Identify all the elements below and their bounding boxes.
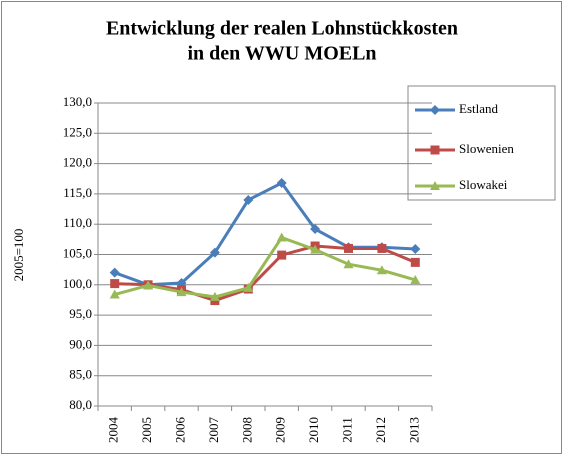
legend-box xyxy=(407,85,556,201)
legend-marker xyxy=(430,105,440,115)
legend-marker xyxy=(430,181,440,190)
y-tick-label: 85,0 xyxy=(69,367,92,382)
y-tick-label: 125,0 xyxy=(63,124,92,139)
y-tick-label: 130,0 xyxy=(63,94,92,109)
y-tick-label: 120,0 xyxy=(63,155,92,170)
x-tick-label: 2004 xyxy=(106,417,121,444)
marker xyxy=(410,257,420,267)
marker xyxy=(310,224,321,235)
marker xyxy=(143,280,154,290)
legend-label: Slowenien xyxy=(459,141,514,156)
marker xyxy=(376,265,387,275)
marker xyxy=(377,243,387,253)
marker xyxy=(344,243,353,253)
marker xyxy=(277,250,287,260)
x-tick-label: 2005 xyxy=(139,417,154,443)
x-tick-label: 2012 xyxy=(373,417,388,443)
x-tick-label: 2013 xyxy=(406,417,421,443)
x-tick-label: 2010 xyxy=(306,417,321,443)
marker xyxy=(176,287,187,297)
marker xyxy=(310,244,321,254)
chart-title: Entwicklung der realen Lohnstückkosten xyxy=(106,18,458,40)
marker xyxy=(410,274,421,284)
series-line xyxy=(114,235,416,299)
x-tick-label: 2006 xyxy=(172,417,187,444)
y-axis-label: 2005=100 xyxy=(11,229,26,282)
y-tick-label: 100,0 xyxy=(63,276,92,291)
y-tick-label: 110,0 xyxy=(63,215,92,230)
x-tick-label: 2007 xyxy=(206,417,221,444)
legend-marker xyxy=(430,145,440,155)
marker xyxy=(209,247,220,258)
x-tick-label: 2009 xyxy=(273,417,288,443)
chart-title: in den WWU MOELn xyxy=(187,43,376,65)
x-tick-label: 2011 xyxy=(339,417,354,443)
marker xyxy=(276,177,287,188)
legend-label: Estland xyxy=(459,101,498,116)
marker xyxy=(109,289,120,299)
x-tick-label: 2008 xyxy=(239,417,254,443)
y-tick-label: 90,0 xyxy=(69,336,92,351)
marker xyxy=(276,232,287,242)
legend-label: Slowakei xyxy=(459,177,508,192)
y-tick-label: 115,0 xyxy=(63,185,92,200)
marker xyxy=(410,244,421,255)
y-tick-label: 105,0 xyxy=(63,245,92,260)
marker xyxy=(209,291,220,301)
marker xyxy=(243,194,254,205)
marker xyxy=(243,282,254,292)
y-tick-label: 95,0 xyxy=(69,306,92,321)
marker xyxy=(109,267,120,278)
y-tick-label: 80,0 xyxy=(69,397,92,412)
marker xyxy=(110,279,120,289)
marker xyxy=(343,259,354,269)
